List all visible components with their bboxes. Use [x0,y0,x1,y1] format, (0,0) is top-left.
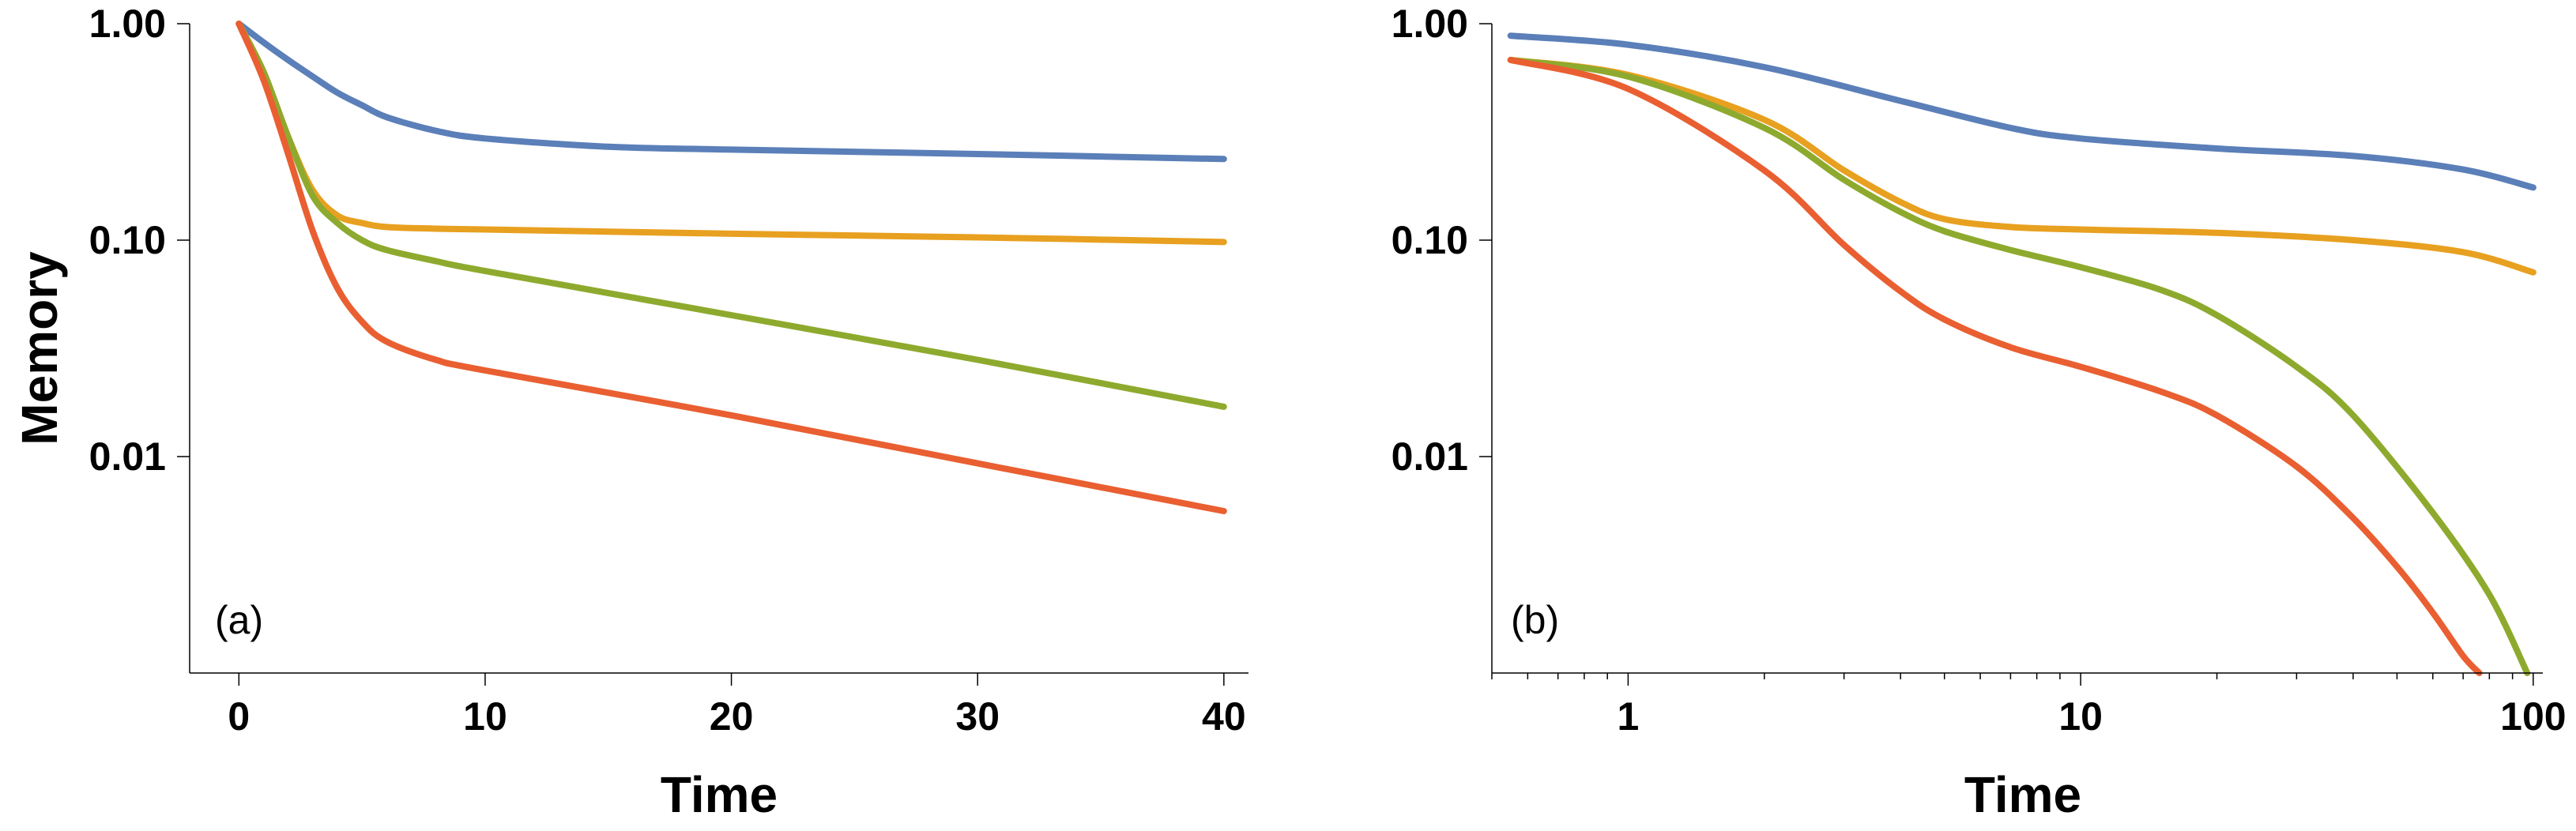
panel-b-x-tick-label: 10 [2058,694,2103,739]
panel-a-series-red [235,21,1227,514]
panel-a: 0 10 20 30 40 1.00 0.10 0.01 Time Memory (a) [11,2,1248,823]
panel-b-series-red [1507,56,2483,676]
panel-a-x-tick-label: 10 [463,694,507,739]
panel-a-x-tick-label: 0 [228,694,250,739]
panel-b: 1 10 100 1.00 0.10 0.01 Time (b) [1392,2,2567,823]
panel-b-y-tick-label: 1.00 [1392,2,1468,46]
panel-a-x-tick-label: 20 [710,694,754,739]
panel-a-series-blue [235,21,1227,163]
panel-b-x-tick-label: 1 [1618,694,1640,739]
panel-a-y-tick-label: 0.01 [89,434,166,479]
panel-b-x-axis-title: Time [1964,766,2081,823]
panel-a-series-green [235,21,1227,410]
panel-b-label: (b) [1511,598,1559,642]
panel-a-series-group [235,21,1227,514]
panel-a-x-axis-title: Time [661,766,778,823]
panel-b-ticks: 1 10 100 1.00 0.10 0.01 [1392,2,2567,739]
panel-b-series-green [1507,56,2531,676]
panel-b-series-orange [1507,56,2536,276]
panel-a-x-tick-label: 40 [1202,694,1246,739]
panel-b-series-group [1507,32,2536,676]
panel-b-y-tick-label: 0.10 [1392,218,1468,262]
panel-b-x-tick-label: 100 [2500,694,2566,739]
panel-a-x-tick-label: 30 [955,694,1000,739]
panel-b-y-tick-label: 0.01 [1392,434,1468,479]
panel-a-y-tick-label: 1.00 [89,2,166,46]
panel-a-y-axis-title: Memory [11,251,68,446]
panel-a-label: (a) [215,598,263,642]
panel-a-y-tick-label: 0.10 [89,218,166,262]
panel-a-ticks: 0 10 20 30 40 1.00 0.10 0.01 [89,2,1246,739]
panel-b-series-blue [1507,32,2536,191]
